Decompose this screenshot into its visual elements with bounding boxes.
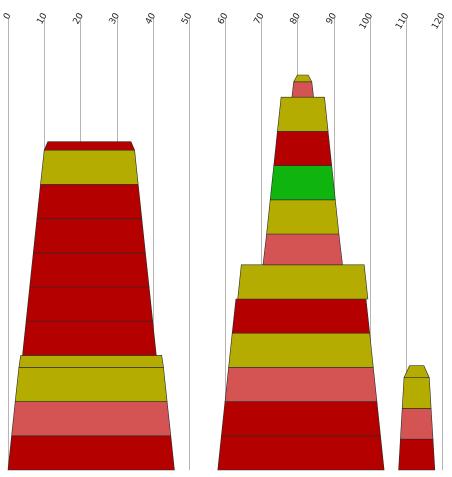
segment-right-1-salmon bbox=[400, 408, 434, 440]
segment-left-3-olive bbox=[18, 355, 164, 368]
x-tick-label-100: 100 bbox=[358, 11, 375, 31]
segment-left-10-dark-red bbox=[43, 141, 136, 151]
segment-middle-12-olive bbox=[293, 74, 313, 83]
x-tick-label-80: 80 bbox=[289, 11, 304, 26]
segment-right-3-olive bbox=[403, 365, 430, 379]
x-tick-label-10: 10 bbox=[35, 11, 50, 26]
segment-middle-8-green bbox=[269, 165, 336, 201]
x-tick-label-60: 60 bbox=[216, 11, 231, 26]
segment-middle-3-olive bbox=[228, 332, 374, 368]
x-tick-label-50: 50 bbox=[180, 11, 195, 26]
segment-left-8-dark-red bbox=[36, 184, 143, 219]
segment-left-0-dark-red bbox=[7, 435, 175, 471]
segment-left-7-dark-red bbox=[32, 218, 146, 254]
segment-middle-4-dark-red bbox=[231, 298, 371, 334]
x-tick-label-40: 40 bbox=[144, 11, 159, 26]
segment-left-6-dark-red bbox=[29, 252, 150, 288]
segment-left-1-salmon bbox=[11, 401, 172, 437]
x-tick-label-20: 20 bbox=[72, 11, 87, 26]
segment-left-9-olive bbox=[40, 149, 139, 185]
segment-right-0-dark-red bbox=[398, 438, 436, 471]
segment-middle-10-olive bbox=[277, 96, 329, 132]
segment-middle-11-salmon bbox=[291, 81, 314, 98]
segment-right-2-olive bbox=[401, 377, 432, 409]
segment-middle-6-salmon bbox=[262, 233, 343, 266]
x-tick-label-0: 0 bbox=[2, 11, 14, 21]
segment-left-5-dark-red bbox=[25, 286, 154, 322]
x-tick-label-120: 120 bbox=[430, 11, 447, 31]
segment-middle-9-dark-red bbox=[273, 131, 333, 166]
x-tick-label-110: 110 bbox=[394, 11, 411, 31]
stacked-segments bbox=[7, 74, 436, 471]
segment-left-4-dark-red bbox=[22, 320, 157, 356]
segment-left-2-olive bbox=[14, 367, 168, 402]
segment-middle-5-olive bbox=[237, 264, 369, 300]
x-tick-label-70: 70 bbox=[252, 11, 267, 26]
segment-middle-7-olive bbox=[266, 199, 340, 235]
segment-middle-0-dark-red bbox=[217, 435, 385, 471]
x-tick-label-30: 30 bbox=[108, 11, 123, 26]
x-tick-label-90: 90 bbox=[325, 11, 340, 26]
x-tick-labels: 0 10 20 30 40 50 60 70 80 90 100 110 120 bbox=[2, 11, 448, 31]
segment-middle-2-salmon bbox=[224, 367, 378, 402]
segment-middle-1-dark-red bbox=[221, 401, 381, 437]
